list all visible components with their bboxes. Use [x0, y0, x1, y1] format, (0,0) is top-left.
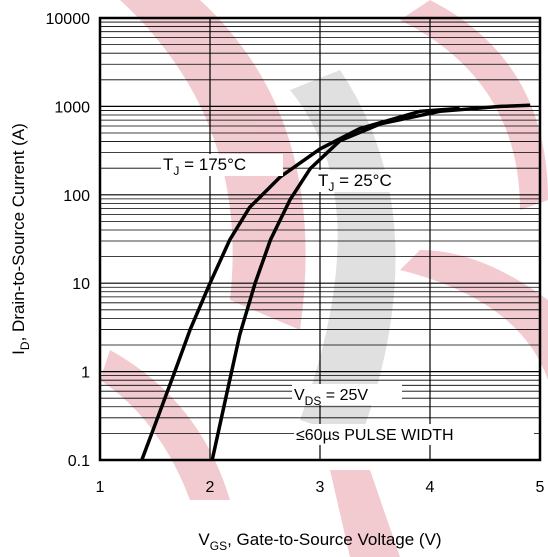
x-tick-label: 1: [96, 479, 105, 496]
y-axis-title-main: I: [9, 350, 28, 355]
x-tick-label: 2: [206, 479, 215, 496]
series-label: TJ = 175°C: [163, 155, 246, 178]
annotation: VDS = 25V: [294, 387, 368, 408]
x-axis-title: VGS, Gate-to-Source Voltage (V): [198, 530, 441, 553]
x-axis-title-rest: , Gate-to-Source Voltage (V): [227, 530, 442, 549]
label-bg: [161, 154, 283, 176]
series-label-sub: J: [173, 164, 179, 178]
annotation-bg: [292, 384, 402, 405]
annotation: ≤60µs PULSE WIDTH: [296, 427, 454, 444]
x-axis-title-sub: GS: [210, 539, 227, 553]
x-tick-label: 3: [316, 479, 325, 496]
series-label-sub: J: [328, 180, 334, 194]
y-tick-label: 10: [72, 276, 90, 293]
y-tick-label: 0.1: [68, 453, 90, 470]
y-tick-label: 100: [63, 188, 90, 205]
annotation-bg: [294, 424, 534, 445]
annotation-main: ≤60µs PULSE WIDTH: [296, 427, 454, 444]
y-tick-label: 1000: [54, 99, 90, 116]
series-label-rest: = 25°C: [334, 171, 391, 190]
plot-frame: [98, 16, 542, 462]
curve: [140, 106, 460, 461]
annotation-rest: = 25V: [321, 387, 368, 404]
x-tick-label: 4: [426, 479, 435, 496]
y-axis-title-rest: , Drain-to-Source Current (A): [9, 123, 28, 341]
series-label-main: T: [318, 171, 328, 190]
x-axis-title-main: V: [198, 530, 210, 549]
y-axis-title-sub: D: [18, 341, 32, 350]
annotation-main: V: [294, 387, 305, 404]
label-bg: [316, 170, 418, 192]
series-label-main: T: [163, 155, 173, 174]
y-tick-label: 1: [81, 365, 90, 382]
curve: [210, 103, 531, 461]
annotation-sub: DS: [305, 394, 322, 408]
series-label: TJ = 25°C: [318, 171, 392, 194]
y-tick-label: 10000: [46, 11, 91, 28]
y-axis-title: ID, Drain-to-Source Current (A): [9, 123, 32, 355]
series-label-rest: = 175°C: [179, 155, 246, 174]
x-tick-label: 5: [536, 479, 545, 496]
watermark: [100, 0, 548, 557]
